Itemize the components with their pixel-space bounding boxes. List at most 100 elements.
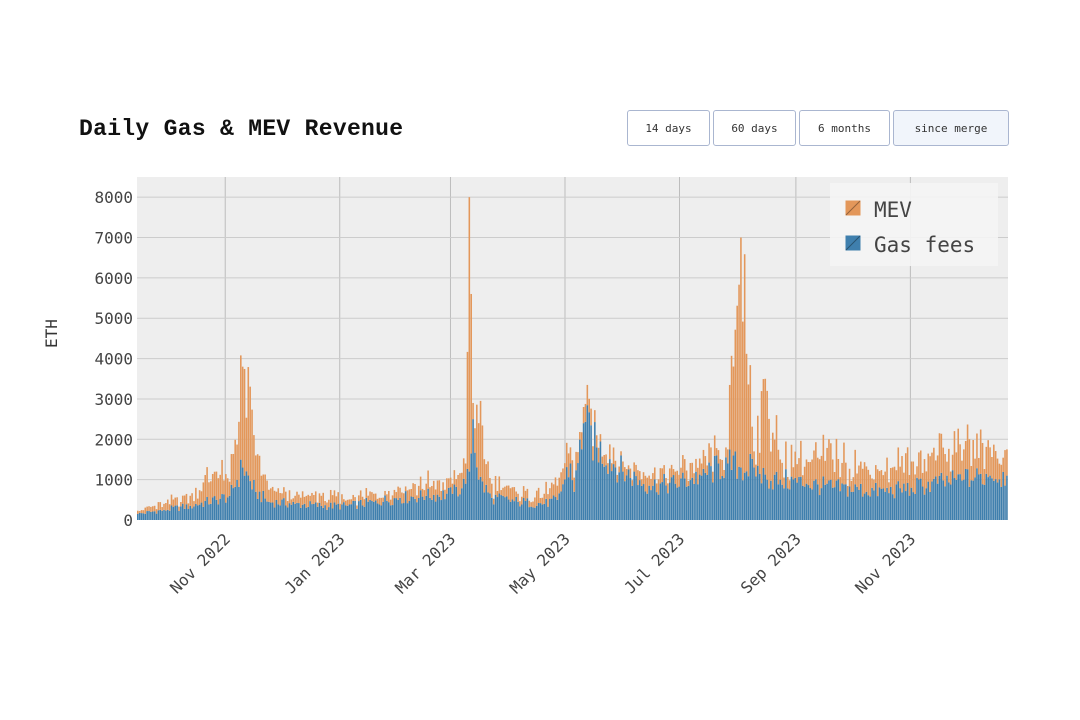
mev-bar[interactable]	[771, 432, 774, 490]
mev-bar[interactable]	[837, 458, 840, 480]
gas-fees-bar[interactable]	[174, 505, 177, 520]
mev-bar[interactable]	[676, 470, 679, 488]
mev-bar[interactable]	[374, 493, 377, 501]
gas-fees-bar[interactable]	[168, 510, 171, 520]
mev-bar[interactable]	[361, 496, 364, 506]
gas-fees-bar[interactable]	[374, 500, 377, 520]
gas-fees-bar[interactable]	[757, 465, 759, 520]
gas-fees-bar[interactable]	[389, 505, 392, 520]
gas-fees-bar[interactable]	[946, 475, 948, 520]
mev-bar[interactable]	[760, 391, 763, 484]
mev-bar[interactable]	[176, 497, 178, 506]
gas-fees-bar[interactable]	[888, 493, 890, 520]
gas-fees-bar[interactable]	[309, 501, 311, 520]
mev-bar[interactable]	[865, 466, 868, 492]
mev-bar[interactable]	[421, 488, 424, 497]
gas-fees-bar[interactable]	[575, 470, 577, 520]
gas-fees-bar[interactable]	[416, 502, 418, 520]
gas-fees-bar[interactable]	[457, 496, 459, 520]
mev-bar[interactable]	[710, 447, 712, 467]
mev-bar[interactable]	[444, 489, 446, 500]
mev-bar[interactable]	[713, 435, 716, 456]
mev-bar[interactable]	[500, 490, 502, 496]
mev-bar[interactable]	[513, 487, 516, 502]
gas-fees-bar[interactable]	[987, 477, 989, 520]
mev-bar[interactable]	[485, 464, 487, 485]
gas-fees-bar[interactable]	[981, 484, 984, 520]
mev-bar[interactable]	[193, 501, 195, 507]
mev-bar[interactable]	[198, 490, 201, 505]
mev-bar[interactable]	[695, 458, 697, 472]
mev-bar[interactable]	[504, 486, 506, 498]
gas-fees-bar[interactable]	[674, 483, 677, 520]
gas-fees-bar[interactable]	[515, 496, 517, 520]
gas-fees-bar[interactable]	[914, 494, 916, 520]
gas-fees-bar[interactable]	[788, 489, 791, 520]
gas-fees-bar[interactable]	[785, 469, 787, 520]
gas-fees-bar[interactable]	[884, 491, 886, 520]
mev-bar[interactable]	[816, 457, 819, 485]
mev-bar[interactable]	[953, 431, 956, 479]
mev-bar[interactable]	[564, 463, 566, 480]
mev-bar[interactable]	[412, 483, 414, 497]
mev-bar[interactable]	[417, 485, 420, 499]
mev-bar[interactable]	[858, 465, 860, 490]
mev-bar[interactable]	[447, 478, 450, 488]
mev-bar[interactable]	[251, 409, 253, 490]
mev-bar[interactable]	[946, 461, 948, 476]
gas-fees-bar[interactable]	[923, 494, 926, 520]
gas-fees-bar[interactable]	[363, 506, 366, 520]
mev-bar[interactable]	[899, 466, 901, 489]
mev-bar[interactable]	[994, 451, 997, 480]
gas-fees-bar[interactable]	[466, 468, 469, 520]
gas-fees-bar[interactable]	[974, 477, 976, 520]
gas-fees-bar[interactable]	[961, 480, 963, 520]
mev-bar[interactable]	[461, 472, 463, 489]
gas-fees-bar[interactable]	[650, 490, 652, 520]
gas-fees-bar[interactable]	[410, 496, 413, 520]
mev-bar[interactable]	[734, 329, 737, 452]
gas-fees-bar[interactable]	[558, 493, 561, 520]
gas-fees-bar[interactable]	[850, 491, 853, 520]
mev-bar[interactable]	[148, 506, 150, 512]
mev-bar[interactable]	[520, 496, 523, 505]
gas-fees-bar[interactable]	[860, 483, 862, 520]
gas-fees-bar[interactable]	[550, 498, 553, 520]
gas-fees-bar[interactable]	[771, 489, 774, 520]
gas-fees-bar[interactable]	[543, 503, 546, 520]
mev-bar[interactable]	[974, 458, 976, 478]
gas-fees-bar[interactable]	[882, 488, 885, 520]
mev-bar[interactable]	[487, 461, 489, 493]
gas-fees-bar[interactable]	[444, 499, 446, 520]
gas-fees-bar[interactable]	[537, 503, 540, 520]
gas-fees-bar[interactable]	[667, 493, 669, 520]
gas-fees-bar[interactable]	[431, 499, 433, 520]
gas-fees-bar[interactable]	[723, 477, 725, 520]
gas-fees-bar[interactable]	[727, 463, 729, 520]
gas-fees-bar[interactable]	[790, 476, 793, 520]
gas-fees-bar[interactable]	[316, 506, 319, 520]
mev-bar[interactable]	[727, 449, 729, 464]
mev-bar[interactable]	[987, 440, 989, 478]
gas-fees-bar[interactable]	[506, 496, 508, 520]
gas-fees-bar[interactable]	[586, 405, 589, 520]
mev-bar[interactable]	[241, 366, 244, 468]
mev-bar[interactable]	[354, 497, 356, 501]
gas-fees-bar[interactable]	[687, 485, 690, 520]
gas-fees-bar[interactable]	[180, 506, 182, 520]
gas-fees-bar[interactable]	[434, 501, 437, 520]
mev-bar[interactable]	[730, 355, 733, 470]
mev-bar[interactable]	[376, 498, 379, 504]
mev-bar[interactable]	[163, 503, 165, 510]
mev-bar[interactable]	[384, 490, 386, 496]
mev-bar[interactable]	[712, 471, 714, 483]
gas-fees-bar[interactable]	[157, 510, 160, 520]
gas-fees-bar[interactable]	[146, 511, 148, 520]
mev-bar[interactable]	[157, 502, 160, 511]
mev-bar[interactable]	[644, 475, 647, 492]
gas-fees-bar[interactable]	[522, 498, 525, 520]
mev-bar[interactable]	[839, 477, 841, 492]
gas-fees-bar[interactable]	[253, 479, 255, 520]
mev-bar[interactable]	[151, 506, 154, 512]
mev-bar[interactable]	[580, 432, 583, 450]
